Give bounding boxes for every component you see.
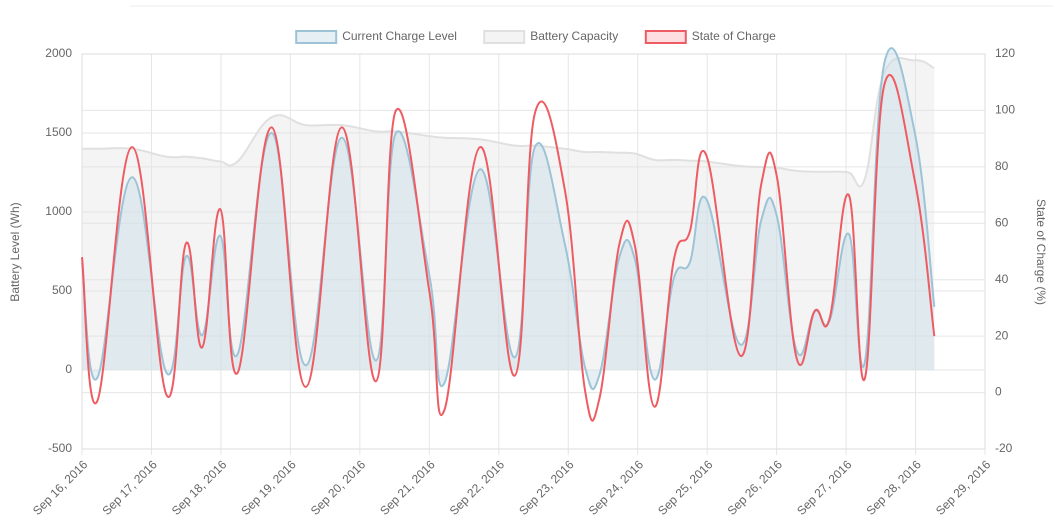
y2-tick-label: 100 (995, 103, 1015, 117)
plot-border (81, 53, 986, 450)
x-tick-label: Sep 20, 2016 (308, 457, 369, 518)
y-tick-label: 500 (52, 283, 72, 297)
x-tick-label: Sep 23, 2016 (516, 457, 577, 518)
y2-axis-title: State of Charge (%) (1034, 199, 1048, 305)
y-tick-label: -500 (48, 441, 72, 455)
x-tick-label: Sep 16, 2016 (30, 457, 91, 518)
y-tick-label: 2000 (45, 46, 72, 60)
legend-swatch (483, 30, 526, 44)
line (81, 74, 936, 422)
x-tick-label: Sep 21, 2016 (377, 457, 438, 518)
y-axis-title: Battery Level (Wh) (8, 202, 22, 301)
line (82, 57, 935, 188)
y2-tick-label: 120 (995, 46, 1015, 60)
y2-tick-label: 80 (995, 159, 1009, 173)
x-tick-label: Sep 19, 2016 (238, 457, 299, 518)
area (82, 58, 935, 371)
y-tick-label: 1500 (45, 125, 72, 139)
x-tick-label: Sep 26, 2016 (725, 457, 786, 518)
legend-swatch (295, 30, 338, 44)
x-tick-label: Sep 25, 2016 (655, 457, 716, 518)
x-tick-label: Sep 22, 2016 (447, 457, 508, 518)
x-tick-label: Sep 29, 2016 (933, 457, 994, 518)
y2-tick-label: 40 (995, 272, 1009, 286)
x-tick-label: Sep 27, 2016 (794, 457, 855, 518)
legend-label: Battery Capacity (530, 29, 618, 43)
y-tick-label: 0 (65, 362, 72, 376)
x-tick-label: Sep 24, 2016 (586, 457, 647, 518)
y2-tick-label: 60 (995, 215, 1009, 229)
legend-label: State of Charge (692, 29, 776, 43)
y-tick-label: 1000 (45, 204, 72, 218)
x-tick-label: Sep 17, 2016 (99, 457, 160, 518)
y2-tick-label: 20 (995, 328, 1009, 342)
area (82, 48, 935, 390)
x-tick-label: Sep 28, 2016 (864, 457, 925, 518)
y2-tick-label: 0 (995, 385, 1002, 399)
legend-swatch (644, 30, 687, 44)
x-tick-label: Sep 18, 2016 (169, 457, 230, 518)
legend-label: Current Charge Level (342, 29, 457, 43)
y2-tick-label: -20 (995, 441, 1013, 455)
